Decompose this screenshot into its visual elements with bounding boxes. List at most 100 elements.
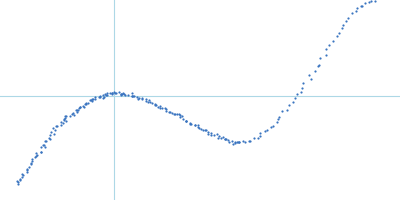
Point	[187, 122, 194, 125]
Point	[202, 128, 208, 132]
Point	[293, 92, 300, 95]
Point	[171, 112, 177, 115]
Point	[90, 98, 96, 101]
Point	[192, 123, 198, 126]
Point	[299, 87, 305, 90]
Point	[128, 95, 135, 98]
Point	[15, 182, 21, 185]
Point	[47, 137, 53, 141]
Point	[88, 98, 94, 101]
Point	[42, 145, 48, 149]
Point	[223, 137, 229, 140]
Point	[80, 105, 86, 108]
Point	[204, 133, 211, 136]
Point	[60, 118, 67, 121]
Point	[139, 96, 145, 100]
Point	[368, 0, 374, 3]
Point	[220, 135, 226, 139]
Point	[176, 115, 183, 119]
Point	[60, 118, 67, 122]
Point	[270, 124, 276, 128]
Point	[58, 123, 64, 127]
Point	[70, 113, 77, 116]
Point	[33, 155, 39, 158]
Point	[322, 47, 329, 51]
Point	[38, 150, 44, 153]
Point	[122, 93, 128, 97]
Point	[180, 117, 186, 121]
Point	[314, 65, 321, 68]
Point	[334, 35, 340, 38]
Point	[196, 126, 202, 129]
Point	[48, 130, 55, 133]
Point	[247, 140, 253, 143]
Point	[208, 131, 214, 134]
Point	[20, 173, 26, 176]
Point	[85, 102, 92, 105]
Point	[264, 128, 270, 132]
Point	[38, 150, 44, 153]
Point	[100, 94, 106, 97]
Point	[365, 0, 372, 4]
Point	[92, 96, 98, 99]
Point	[29, 159, 35, 163]
Point	[80, 105, 87, 109]
Point	[67, 114, 74, 118]
Point	[33, 151, 40, 154]
Point	[329, 40, 336, 43]
Point	[234, 140, 240, 143]
Point	[359, 4, 366, 7]
Point	[152, 103, 158, 106]
Point	[15, 180, 22, 183]
Point	[28, 162, 34, 166]
Point	[340, 23, 346, 26]
Point	[82, 103, 88, 106]
Point	[362, 1, 368, 5]
Point	[135, 97, 141, 101]
Point	[155, 105, 161, 108]
Point	[75, 109, 82, 112]
Point	[97, 94, 104, 98]
Point	[298, 90, 305, 93]
Point	[118, 93, 124, 96]
Point	[156, 105, 163, 108]
Point	[149, 101, 156, 104]
Point	[46, 137, 52, 140]
Point	[226, 140, 232, 143]
Point	[143, 99, 149, 103]
Point	[50, 132, 57, 135]
Point	[58, 120, 64, 123]
Point	[139, 98, 145, 101]
Point	[69, 113, 76, 116]
Point	[121, 92, 128, 95]
Point	[124, 93, 131, 97]
Point	[168, 112, 175, 115]
Point	[14, 180, 20, 183]
Point	[100, 96, 106, 99]
Point	[103, 93, 109, 96]
Point	[279, 110, 285, 113]
Point	[82, 102, 89, 105]
Point	[96, 96, 103, 99]
Point	[76, 106, 83, 109]
Point	[257, 134, 263, 137]
Point	[62, 119, 69, 122]
Point	[87, 98, 94, 101]
Point	[16, 178, 23, 181]
Point	[200, 128, 206, 132]
Point	[113, 92, 119, 95]
Point	[290, 101, 296, 104]
Point	[83, 102, 90, 105]
Point	[207, 134, 214, 137]
Point	[158, 106, 165, 110]
Point	[143, 98, 149, 101]
Point	[101, 95, 108, 98]
Point	[43, 140, 49, 143]
Point	[134, 95, 140, 98]
Point	[38, 146, 44, 149]
Point	[104, 94, 110, 97]
Point	[276, 115, 282, 118]
Point	[308, 77, 314, 80]
Point	[73, 109, 79, 112]
Point	[109, 91, 115, 94]
